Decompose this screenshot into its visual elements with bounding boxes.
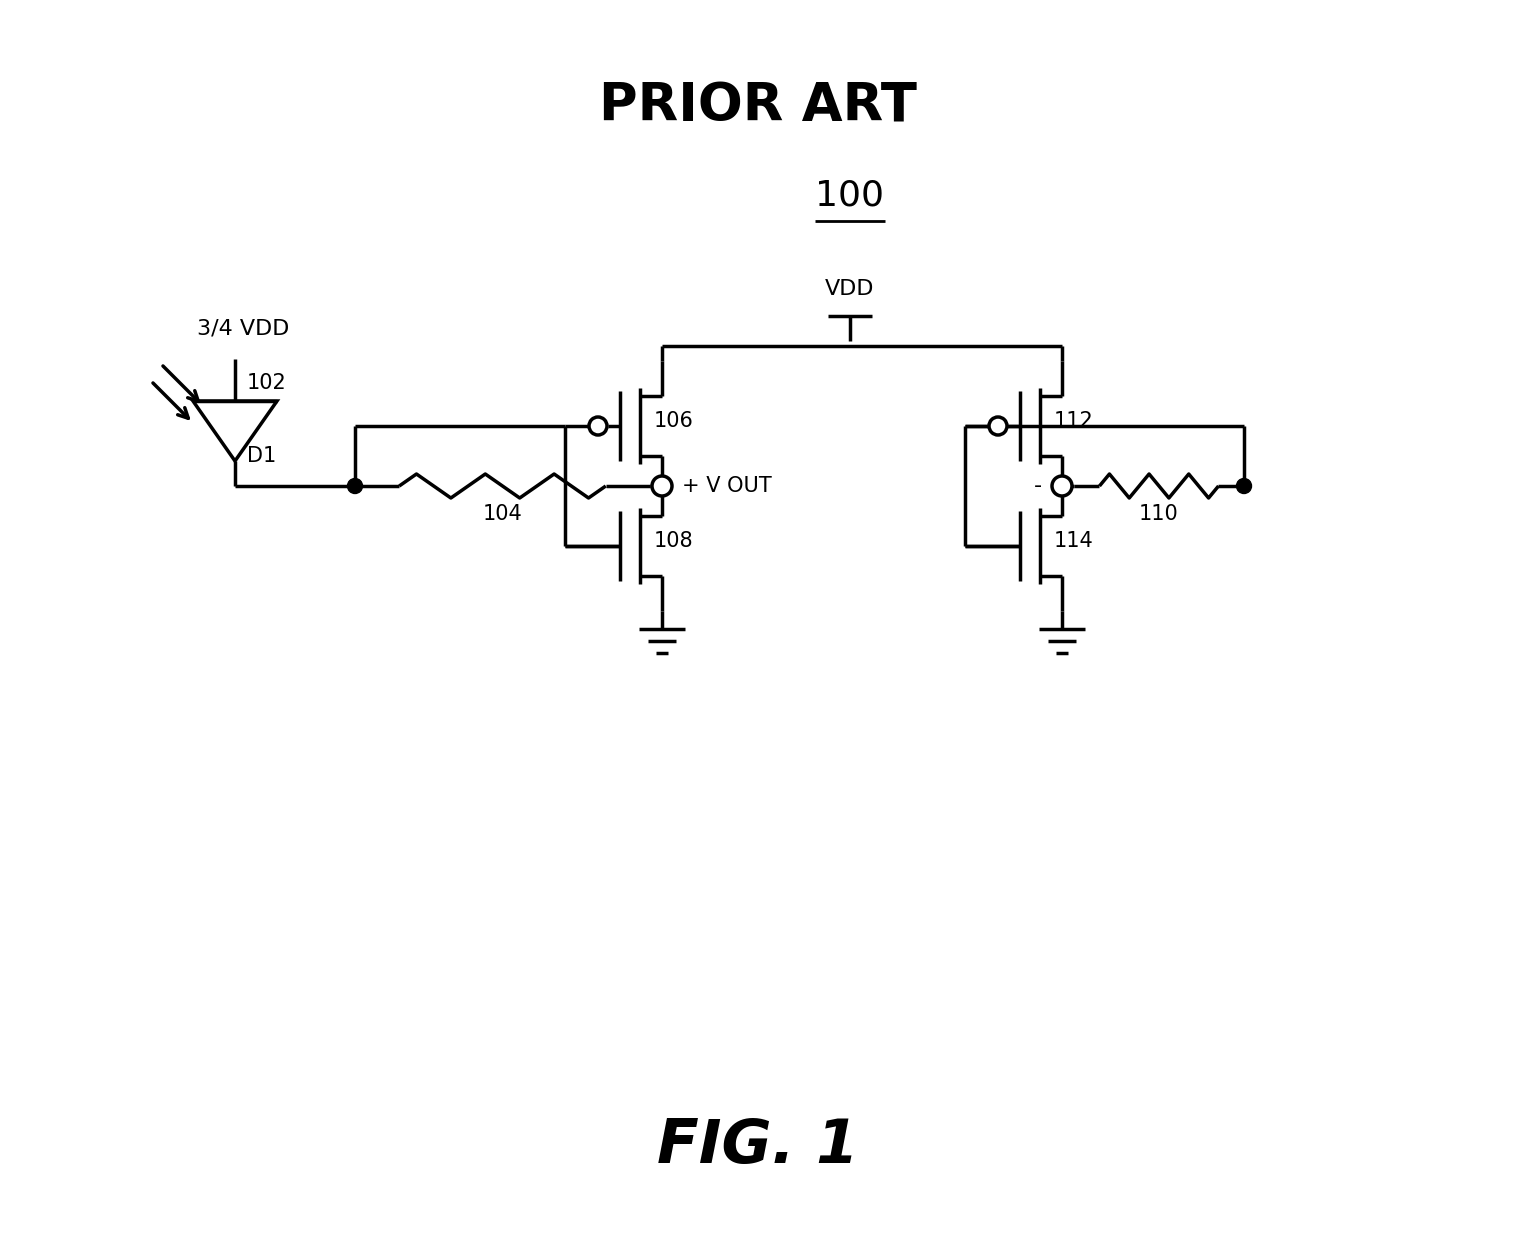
Circle shape [589,417,608,435]
Circle shape [651,476,673,496]
Text: VDD: VDD [826,279,874,299]
Circle shape [1051,476,1073,496]
Text: 100: 100 [815,180,885,214]
Text: 104: 104 [483,504,523,524]
Text: 114: 114 [1054,531,1094,551]
Text: 112: 112 [1054,411,1094,431]
Text: 110: 110 [1139,504,1179,524]
Text: 108: 108 [654,531,694,551]
Circle shape [347,479,362,494]
Text: PRIOR ART: PRIOR ART [598,80,917,132]
Text: 102: 102 [247,373,286,393]
Circle shape [989,417,1007,435]
Text: 3/4 VDD: 3/4 VDD [197,319,289,339]
Text: FIG. 1: FIG. 1 [656,1117,859,1176]
Text: 106: 106 [654,411,694,431]
Text: + V OUT: + V OUT [682,476,771,496]
Circle shape [1236,479,1251,494]
Text: -: - [1033,476,1042,496]
Text: D1: D1 [247,446,276,466]
